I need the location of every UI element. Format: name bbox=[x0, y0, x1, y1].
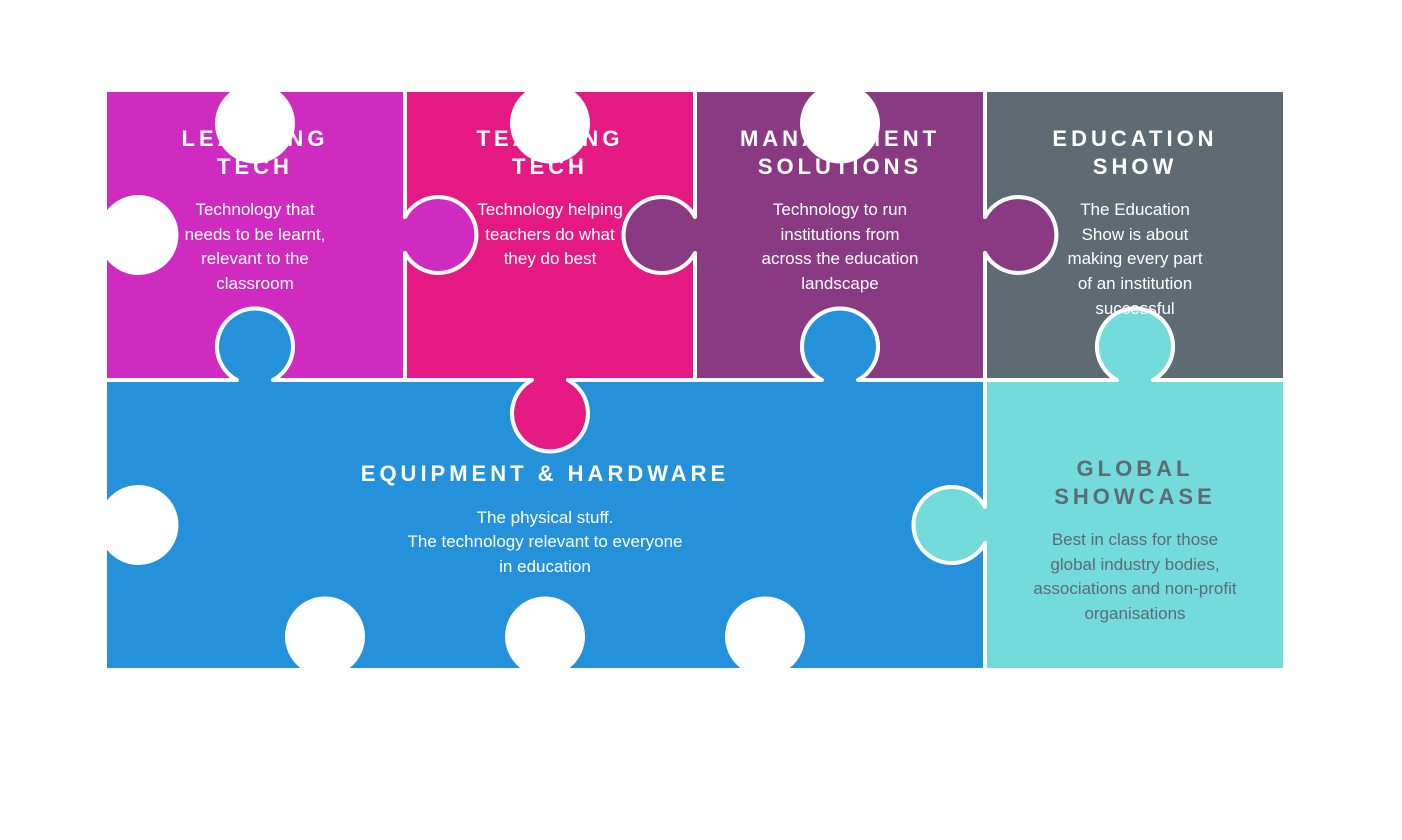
piece-title-management-solutions: MANAGEMENT SOLUTIONS bbox=[713, 125, 967, 180]
piece-text-equipment-hardware: EQUIPMENT & HARDWARE The physical stuff. … bbox=[105, 460, 985, 579]
piece-desc-global-showcase: Best in class for those global industry … bbox=[988, 528, 1282, 627]
piece-desc-education-show: The Education Show is about making every… bbox=[1003, 198, 1267, 321]
piece-text-management-solutions: MANAGEMENT SOLUTIONS Technology to run in… bbox=[695, 125, 985, 297]
piece-desc-management-solutions: Technology to run institutions from acro… bbox=[713, 198, 967, 297]
piece-title-equipment-hardware: EQUIPMENT & HARDWARE bbox=[123, 460, 967, 488]
piece-desc-teaching-tech: Technology helping teachers do what they… bbox=[423, 198, 677, 272]
piece-text-education-show: EDUCATION SHOW The Education Show is abou… bbox=[985, 125, 1285, 321]
piece-title-teaching-tech: TEACHING TECH bbox=[423, 125, 677, 180]
piece-text-learning-tech: LEARNING TECH Technology that needs to be… bbox=[105, 125, 405, 297]
piece-text-teaching-tech: TEACHING TECH Technology helping teachers… bbox=[405, 125, 695, 272]
piece-text-global-showcase: GLOBAL SHOWCASE Best in class for those g… bbox=[970, 455, 1300, 627]
puzzle-infographic: LEARNING TECH Technology that needs to be… bbox=[0, 0, 1402, 840]
piece-desc-equipment-hardware: The physical stuff. The technology relev… bbox=[123, 506, 967, 580]
piece-title-learning-tech: LEARNING TECH bbox=[123, 125, 387, 180]
piece-desc-learning-tech: Technology that needs to be learnt, rele… bbox=[123, 198, 387, 297]
piece-title-global-showcase: GLOBAL SHOWCASE bbox=[988, 455, 1282, 510]
piece-title-education-show: EDUCATION SHOW bbox=[1003, 125, 1267, 180]
